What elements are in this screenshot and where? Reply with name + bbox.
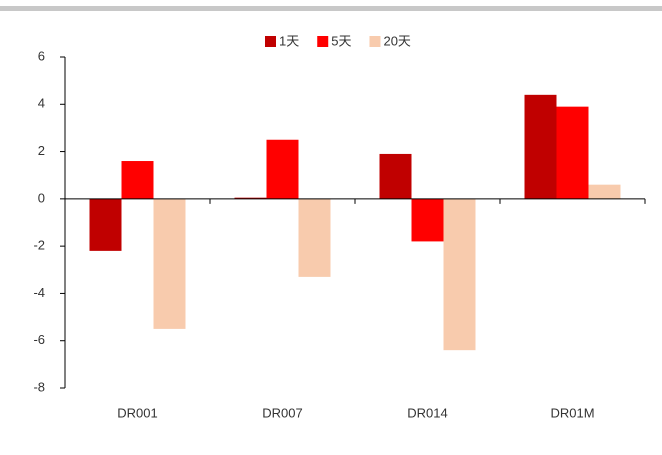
bar	[443, 198, 476, 351]
x-tick-label: DR007	[262, 405, 302, 420]
legend-label: 20天	[383, 33, 410, 48]
legend-swatch	[369, 36, 381, 47]
bar	[588, 184, 621, 199]
y-tick-label: -8	[33, 379, 45, 394]
bar	[121, 161, 154, 199]
y-tick-label: -6	[33, 332, 45, 347]
bar	[556, 106, 589, 199]
y-tick-label: 4	[38, 96, 45, 111]
y-tick-label: -2	[33, 238, 45, 253]
legend-label: 5天	[331, 33, 351, 48]
bar	[153, 198, 186, 329]
x-tick-label: DR01M	[550, 405, 594, 420]
bar	[379, 153, 412, 199]
bar	[411, 198, 444, 242]
y-tick-label: 2	[38, 143, 45, 158]
bar	[266, 139, 299, 199]
legend-swatch	[317, 36, 329, 47]
legend-label: 1天	[279, 33, 299, 48]
top-band	[0, 6, 662, 11]
bar	[524, 94, 557, 199]
bar	[234, 197, 267, 199]
legend-swatch	[265, 36, 276, 47]
y-tick-label: 6	[38, 48, 45, 63]
y-tick-label: 0	[38, 190, 45, 205]
bar	[89, 198, 122, 251]
x-tick-label: DR014	[407, 405, 447, 420]
x-tick-label: DR001	[117, 405, 157, 420]
bar	[298, 198, 331, 277]
y-tick-label: -4	[33, 285, 45, 300]
